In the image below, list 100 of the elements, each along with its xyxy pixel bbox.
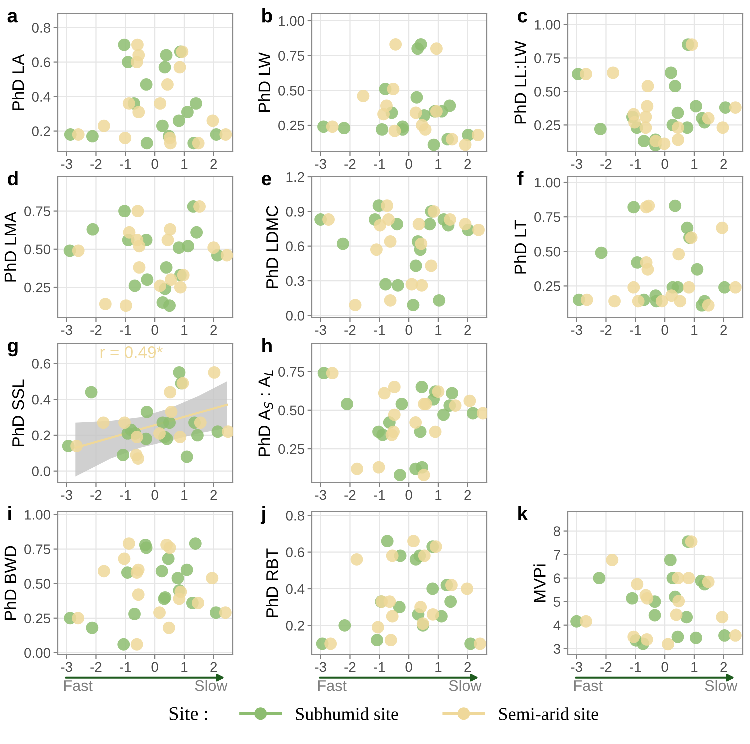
x-tick-label: 1 [436, 159, 442, 170]
y-tick-label: 0.50 [278, 406, 305, 416]
x-tick-label: -3 [61, 662, 72, 672]
y-tick-label: 0.2 [286, 621, 304, 631]
x-tick-label: 1 [692, 325, 698, 336]
y-tick-label: 6 [554, 574, 560, 584]
legend-label: Semi-arid site [499, 708, 598, 720]
y-tick-label: 0.6 [286, 548, 304, 558]
y-axis-title: PhD LL:LW [514, 41, 526, 124]
y-tick-label: 0.25 [278, 120, 304, 131]
chart-title: h [262, 338, 272, 353]
y-tick-label: 0.6 [286, 242, 304, 252]
x-tick-label: -2 [600, 662, 612, 672]
x-tick-label: -1 [374, 325, 386, 336]
x-tick-label: 0 [406, 662, 412, 672]
y-tick-label: 0.25 [24, 614, 50, 624]
y-tick-label: 0.50 [24, 244, 51, 255]
x-tick-label: 2 [720, 662, 728, 672]
y-axis-title: PhD SSL [12, 380, 24, 446]
x-tick-label: -1 [120, 662, 132, 672]
y-tick-label: 0.8 [32, 23, 50, 33]
x-tick-label: 1 [692, 662, 698, 672]
y-tick-label: 0.4 [32, 92, 51, 102]
x-tick-label: 2 [210, 159, 218, 170]
y-tick-label: 0.75 [278, 51, 304, 61]
x-tick-label: 0 [152, 325, 158, 336]
x-tick-label: -1 [630, 662, 642, 672]
x-tick-label: 1 [182, 159, 188, 170]
x-tick-label: 0 [152, 159, 158, 170]
y-tick-label: 0.50 [278, 86, 305, 96]
x-tick-label: 2 [464, 662, 472, 672]
y-axis-title: MVPi [534, 564, 546, 602]
x-tick-label: 1 [436, 325, 442, 336]
x-tick-label: -1 [374, 662, 386, 672]
y-tick-label: 5 [554, 597, 560, 608]
y-tick-label: 7 [554, 550, 560, 560]
x-tick-label: 2 [464, 490, 472, 500]
x-tick-label: 0 [152, 490, 158, 500]
x-tick-label: -2 [90, 159, 102, 170]
x-tick-label: 0 [662, 325, 668, 336]
x-tick-label: 0 [406, 159, 412, 170]
y-tick-label: 0.0 [32, 466, 51, 477]
y-tick-label: 0.25 [534, 120, 560, 130]
x-tick-label: -1 [630, 325, 642, 336]
x-tick-label: -3 [315, 490, 326, 500]
chart-title: a [8, 12, 18, 23]
y-tick-label: 1.00 [535, 20, 561, 30]
y-tick-label: 0.2 [32, 430, 50, 441]
chart-title: i [8, 506, 12, 520]
text: Slow [195, 680, 228, 692]
x-tick-label: -2 [344, 662, 356, 672]
y-tick-label: 1.00 [535, 178, 561, 188]
chart-title: b [262, 8, 272, 23]
x-tick-label: 2 [210, 325, 218, 336]
x-tick-label: -2 [90, 325, 102, 336]
y-axis-title: PhD LW [258, 52, 270, 112]
y-tick-label: 0.25 [24, 282, 50, 293]
x-tick-label: 0 [406, 490, 412, 500]
text: Fast [318, 680, 347, 692]
chart-title: g [8, 342, 18, 357]
x-tick-label: -3 [571, 662, 582, 672]
x-tick-label: -2 [344, 159, 356, 170]
x-tick-label: 0 [152, 662, 158, 672]
x-tick-label: 2 [720, 325, 728, 336]
y-tick-label: 0.00 [24, 648, 51, 658]
chart-title: e [262, 174, 272, 186]
x-tick-label: -1 [374, 490, 386, 500]
x-tick-label: 1 [182, 490, 188, 500]
text: Fast [574, 680, 603, 692]
y-axis-title: PhD LT [514, 220, 526, 274]
x-tick-label: 1 [182, 662, 188, 672]
x-tick-label: -3 [315, 662, 326, 672]
y-tick-label: 0.4 [32, 394, 51, 405]
legend-title: Site : [170, 707, 208, 720]
legend-label: Subhumid site [296, 708, 398, 720]
x-tick-label: -1 [630, 159, 642, 170]
x-tick-label: -2 [600, 159, 612, 170]
x-tick-label: -2 [344, 325, 356, 336]
x-tick-label: -3 [571, 325, 582, 336]
y-tick-label: 0.75 [24, 544, 50, 554]
y-tick-label: 1.00 [25, 510, 51, 520]
y-tick-label: 1.2 [286, 172, 304, 182]
y-tick-label: 0.75 [278, 367, 304, 377]
y-tick-label: 0.50 [534, 87, 561, 97]
y-tick-label: 0.0 [286, 311, 305, 321]
text: Fast [64, 680, 93, 692]
chart-title: f [518, 171, 524, 186]
chart-title: d [8, 171, 18, 186]
x-tick-label: 2 [210, 490, 218, 500]
x-tick-label: 0 [406, 325, 412, 336]
y-tick-label: 0.8 [286, 511, 304, 521]
text: Slow [705, 680, 738, 692]
x-tick-label: 1 [182, 325, 188, 336]
y-axis-title: PhD LDMC [266, 206, 278, 288]
x-tick-label: -3 [315, 325, 326, 336]
x-tick-label: -3 [315, 159, 326, 170]
x-tick-label: 0 [662, 159, 668, 170]
x-tick-label: -1 [374, 159, 386, 170]
x-tick-label: -2 [344, 490, 356, 500]
y-tick-label: 0.75 [534, 212, 560, 222]
